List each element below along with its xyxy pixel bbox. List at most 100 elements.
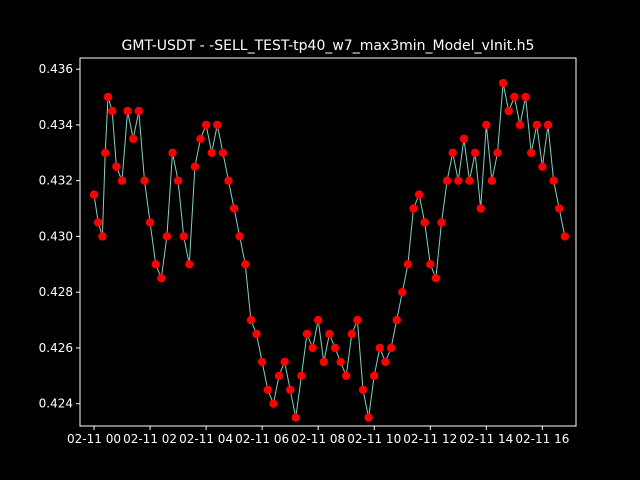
data-point (123, 106, 132, 116)
data-point (364, 413, 373, 422)
x-tick-label: 02-11 04 (179, 432, 233, 446)
data-point (235, 232, 244, 241)
data-point (442, 176, 452, 185)
data-point (201, 120, 211, 130)
data-point (521, 92, 530, 102)
data-point (555, 204, 564, 213)
data-point (342, 371, 351, 380)
chart-title: GMT-USDT - -SELL_TEST-tp40_w7_max3min_Mo… (122, 38, 535, 54)
data-point (224, 176, 233, 185)
data-point (168, 148, 177, 157)
series-marker-layer (89, 78, 569, 422)
data-point (358, 385, 368, 394)
x-tick-label: 02-11 14 (459, 432, 513, 446)
data-point (482, 120, 491, 130)
y-tick-label: 0.428 (39, 285, 73, 299)
data-point (370, 371, 379, 380)
data-point (325, 329, 334, 339)
data-point (257, 357, 267, 367)
data-point (162, 232, 172, 241)
x-tick-label: 02-11 00 (67, 432, 121, 446)
data-point (431, 274, 441, 283)
data-point (145, 218, 155, 227)
data-point (179, 232, 188, 241)
x-tick-label: 02-11 10 (347, 432, 401, 446)
data-point (291, 413, 300, 422)
data-point (117, 176, 127, 185)
data-point (319, 357, 328, 367)
data-point (420, 218, 429, 227)
data-point (375, 343, 384, 353)
data-point (543, 120, 553, 130)
data-point (286, 385, 295, 394)
data-point (398, 288, 407, 297)
data-point (353, 315, 362, 325)
data-point (386, 343, 396, 353)
data-point (549, 176, 558, 185)
data-point (426, 260, 435, 269)
data-point (347, 329, 356, 339)
data-point (246, 315, 256, 325)
data-point (538, 162, 547, 171)
data-point (409, 204, 418, 213)
data-point (274, 371, 284, 380)
data-point (470, 148, 480, 157)
data-point (504, 106, 513, 116)
y-tick-label: 0.434 (39, 118, 73, 132)
data-point (515, 120, 525, 130)
data-point (498, 78, 508, 88)
data-point (269, 399, 278, 408)
data-point (190, 162, 200, 171)
data-point (108, 106, 117, 116)
data-point (476, 204, 485, 213)
data-point (454, 176, 463, 185)
data-point (196, 134, 205, 143)
y-tick-label: 0.430 (39, 229, 73, 243)
data-point (185, 260, 194, 269)
x-tick-label: 02-11 06 (235, 432, 289, 446)
data-point (302, 329, 312, 339)
data-point (229, 204, 239, 213)
data-point (532, 120, 541, 130)
data-point (381, 357, 390, 367)
data-point (459, 134, 469, 143)
data-point (157, 274, 166, 283)
tick-layer: 02-11 00 02-11 02 02-11 04 02-11 06 02-11 08… (39, 62, 570, 446)
data-point (98, 232, 107, 241)
y-tick-label: 0.424 (39, 397, 73, 411)
data-point (252, 329, 261, 339)
data-point (101, 148, 110, 157)
data-point (527, 148, 536, 157)
x-tick-label: 02-11 08 (291, 432, 345, 446)
data-point (510, 92, 519, 102)
data-point (241, 260, 250, 269)
data-point (493, 148, 502, 157)
data-point (173, 176, 183, 185)
y-tick-label: 0.426 (39, 341, 73, 355)
data-point (308, 343, 317, 353)
data-point (151, 260, 160, 269)
plot-frame (79, 57, 577, 427)
data-point (314, 315, 323, 325)
x-tick-label: 02-11 12 (403, 432, 457, 446)
data-point (414, 190, 424, 199)
data-point (129, 134, 138, 143)
data-point (103, 92, 113, 102)
data-point (297, 371, 306, 380)
data-point (94, 218, 103, 227)
data-point (465, 176, 474, 185)
data-point (207, 148, 216, 157)
data-point (330, 343, 340, 353)
data-point (140, 176, 149, 185)
data-point (392, 315, 401, 325)
data-point (263, 385, 272, 394)
data-point (213, 120, 222, 130)
y-tick-label: 0.432 (39, 174, 73, 188)
y-tick-label: 0.436 (39, 62, 73, 76)
data-point (112, 162, 121, 171)
data-point (134, 106, 143, 116)
x-tick-label: 02-11 16 (515, 432, 569, 446)
data-point (487, 176, 497, 185)
data-point (437, 218, 446, 227)
